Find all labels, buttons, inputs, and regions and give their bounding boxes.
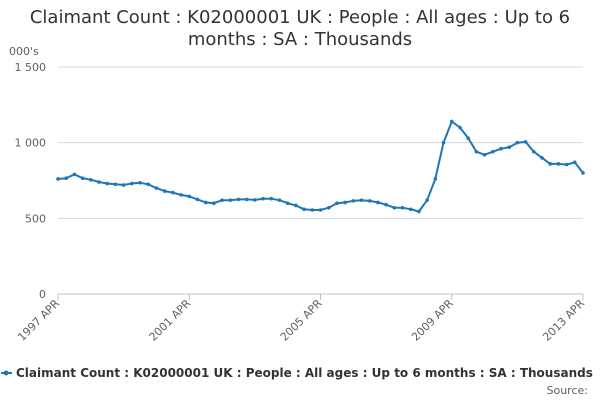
x-axis: 1997 APR 2001 APR 2005 APR 2009 APR 2013 APR <box>15 293 587 344</box>
data-point <box>392 205 397 210</box>
data-point <box>417 209 421 214</box>
data-point <box>449 119 454 124</box>
data-point <box>56 177 60 181</box>
data-point <box>466 136 470 140</box>
data-point <box>64 176 69 181</box>
data-point <box>97 180 101 184</box>
data-point <box>244 197 249 202</box>
x-tick-label: 2009 APR <box>409 297 456 344</box>
data-point <box>384 202 388 207</box>
data-point <box>162 189 167 193</box>
data-point <box>179 193 183 197</box>
y-tick-label: 500 <box>25 212 46 225</box>
chart-title-line-2: months : SA : Thousands <box>188 29 412 50</box>
data-point <box>236 197 241 202</box>
series-layer <box>56 119 585 214</box>
data-point <box>138 180 142 185</box>
data-point <box>80 176 85 181</box>
y-tick-label: 0 <box>39 288 46 301</box>
data-point <box>261 196 265 201</box>
x-tick-label: 2013 APR <box>540 297 587 344</box>
legend[interactable]: Claimant Count : K02000001 UK : People :… <box>1 366 593 380</box>
data-point <box>105 181 110 186</box>
data-point <box>458 125 462 130</box>
x-tick-label: 2005 APR <box>278 297 325 344</box>
data-point <box>121 183 126 187</box>
data-point <box>269 196 274 201</box>
data-point <box>482 152 487 157</box>
data-point <box>351 199 356 203</box>
legend-marker-swatch <box>3 370 9 376</box>
data-point <box>294 203 298 208</box>
data-point <box>515 140 520 145</box>
data-point <box>171 190 175 195</box>
data-point <box>212 201 216 205</box>
data-point <box>400 205 405 210</box>
data-point <box>228 198 233 202</box>
source-label: Source: <box>547 384 589 397</box>
data-point <box>310 208 315 212</box>
data-point <box>441 140 446 145</box>
data-point <box>499 146 503 151</box>
data-point <box>318 208 323 212</box>
data-point <box>540 156 544 160</box>
gridlines <box>58 66 583 219</box>
data-point <box>302 207 306 212</box>
data-point <box>507 145 511 150</box>
chart-title-line-1: Claimant Count : K02000001 UK : People :… <box>30 7 570 28</box>
y-axis-unit-label: 000's <box>9 45 39 58</box>
data-point <box>130 181 134 186</box>
data-point <box>572 160 577 165</box>
data-point <box>203 200 208 205</box>
data-point <box>113 182 118 187</box>
data-point <box>474 149 479 154</box>
data-point <box>187 194 192 199</box>
data-point <box>277 198 282 202</box>
data-point <box>425 198 429 202</box>
x-tick-label: 2001 APR <box>146 297 193 344</box>
data-point <box>367 199 372 203</box>
data-point <box>326 205 331 210</box>
data-point <box>376 200 380 205</box>
y-tick-label: 1 500 <box>15 61 47 74</box>
data-point <box>359 198 364 202</box>
series-line <box>57 120 584 213</box>
data-point <box>285 201 290 205</box>
data-point <box>408 207 413 212</box>
data-point <box>343 200 347 205</box>
data-point <box>89 177 93 182</box>
data-point <box>154 186 159 190</box>
data-point <box>581 171 585 175</box>
data-point <box>531 149 536 154</box>
data-point <box>146 182 151 187</box>
y-tick-label: 1 000 <box>15 137 47 150</box>
data-point <box>548 162 552 166</box>
data-point <box>220 198 224 202</box>
y-axis: 0 500 1 000 1 500 <box>15 61 47 301</box>
legend-label: Claimant Count : K02000001 UK : People :… <box>16 366 593 380</box>
data-point <box>335 201 339 205</box>
data-point <box>195 197 200 202</box>
x-tick-label: 1997 APR <box>15 297 62 344</box>
data-point <box>72 172 77 177</box>
data-point <box>490 149 495 154</box>
data-point <box>564 162 569 167</box>
data-point <box>433 177 438 181</box>
data-point <box>523 140 528 144</box>
data-point <box>253 198 257 202</box>
data-point <box>556 162 561 166</box>
